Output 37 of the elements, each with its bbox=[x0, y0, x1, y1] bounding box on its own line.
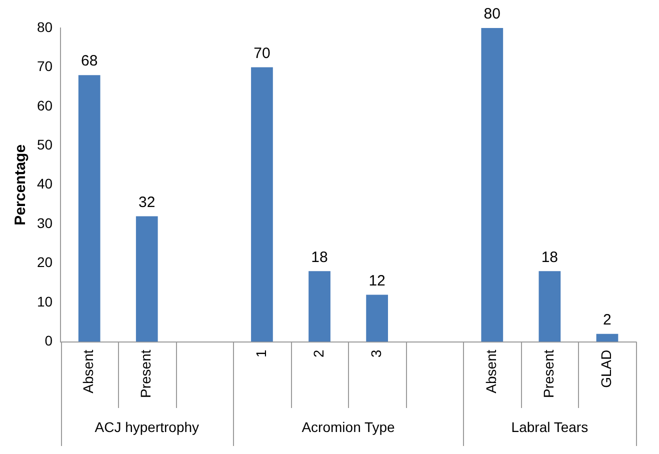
text: Acromion Type bbox=[302, 418, 396, 435]
data-label: 70 bbox=[254, 44, 270, 62]
bar bbox=[596, 334, 618, 342]
bar bbox=[78, 75, 100, 342]
text: Labral Tears bbox=[511, 418, 588, 435]
x-tick-label: 1 bbox=[252, 350, 269, 358]
x-tick-label: Absent bbox=[80, 350, 96, 394]
y-tick-label: 60 bbox=[36, 97, 53, 114]
y-tick-label: 50 bbox=[36, 136, 53, 153]
x-tick-label: Present bbox=[540, 350, 557, 398]
data-label: 32 bbox=[138, 194, 156, 211]
data-label: 12 bbox=[368, 272, 386, 290]
bar bbox=[251, 67, 273, 342]
text: ACJ hypertrophy bbox=[94, 418, 200, 435]
x-tick-label: GLAD bbox=[598, 350, 614, 388]
y-tick-label: 80 bbox=[36, 18, 53, 35]
bar bbox=[136, 216, 158, 342]
x-tick-label: Present bbox=[138, 350, 154, 398]
bar bbox=[308, 271, 330, 342]
x-tick-label: 3 bbox=[368, 350, 384, 358]
bar bbox=[538, 271, 561, 342]
y-tick-label: 10 bbox=[36, 293, 53, 310]
y-tick-label: 70 bbox=[36, 58, 53, 74]
y-tick-label: 40 bbox=[36, 176, 53, 192]
x-tick-label: 2 bbox=[310, 350, 326, 358]
data-label: 68 bbox=[81, 52, 98, 70]
y-axis-title: Percentage bbox=[12, 144, 30, 226]
data-label: 18 bbox=[541, 248, 558, 266]
y-tick-label: 30 bbox=[36, 214, 53, 231]
y-tick-label: 0 bbox=[44, 332, 53, 349]
bar bbox=[481, 28, 504, 342]
y-tick-label: 20 bbox=[36, 254, 53, 270]
data-label: 18 bbox=[311, 248, 328, 266]
data-label: 2 bbox=[603, 312, 612, 329]
bar bbox=[366, 294, 388, 342]
data-label: 80 bbox=[484, 6, 500, 23]
x-tick-label: Absent bbox=[483, 350, 499, 394]
